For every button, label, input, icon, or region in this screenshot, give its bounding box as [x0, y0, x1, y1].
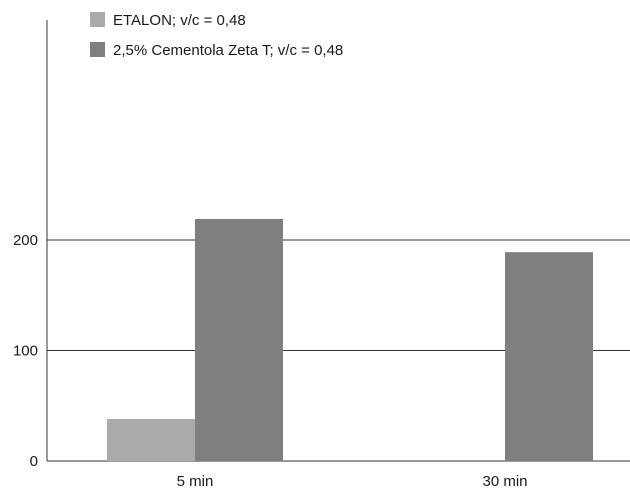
- bar-5-min-series-1: [107, 419, 195, 461]
- y-tick-label: 100: [13, 343, 38, 360]
- x-category-label: 30 min: [482, 473, 527, 490]
- legend-swatch: [90, 12, 105, 27]
- x-category-labels: 5 min 30 min: [177, 473, 528, 490]
- legend-label: ETALON; v/c = 0,48: [113, 12, 246, 29]
- y-tick-label: 0: [30, 453, 38, 470]
- x-category-label: 5 min: [177, 473, 214, 490]
- bar-30-min-series-2: [505, 252, 593, 461]
- legend-label: 2,5% Cementola Zeta T; v/c = 0,48: [113, 42, 343, 59]
- y-tick-labels: 0 100 200: [13, 232, 38, 470]
- y-tick-label: 200: [13, 232, 38, 249]
- bars: [107, 219, 593, 461]
- legend: ETALON; v/c = 0,48 2,5% Cementola Zeta T;…: [90, 12, 343, 59]
- legend-swatch: [90, 42, 105, 57]
- bar-5-min-series-2: [195, 219, 283, 461]
